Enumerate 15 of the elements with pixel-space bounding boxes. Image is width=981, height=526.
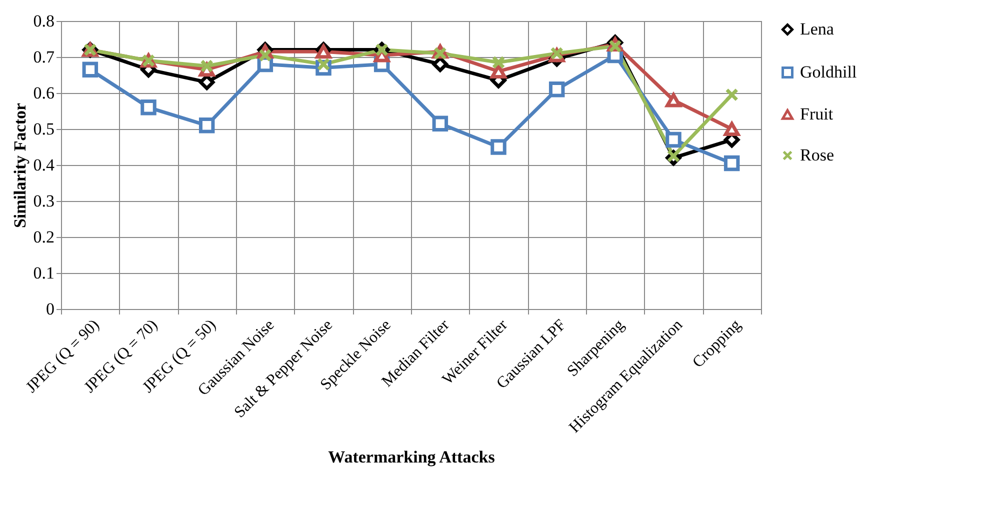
y-tick-label: 0.1 — [33, 264, 54, 282]
y-tick-label: 0.7 — [33, 48, 55, 66]
y-tick-label: 0.6 — [33, 84, 54, 102]
legend-label: Lena — [800, 20, 834, 38]
y-tick-label: 0.3 — [33, 192, 54, 210]
legend-label: Fruit — [800, 104, 834, 124]
x-axis-title: Watermarking Attacks — [328, 448, 496, 467]
legend-label: Rose — [800, 146, 834, 164]
y-tick-label: 0.2 — [33, 228, 54, 246]
y-tick-label: 0.5 — [33, 120, 54, 138]
y-tick-label: 0.8 — [33, 12, 54, 30]
y-axis-title: Similarity Factor — [10, 102, 30, 228]
y-tick-label: 0.4 — [33, 156, 55, 174]
legend-label: Goldhill — [800, 62, 857, 82]
y-tick-label: 0 — [46, 300, 54, 318]
